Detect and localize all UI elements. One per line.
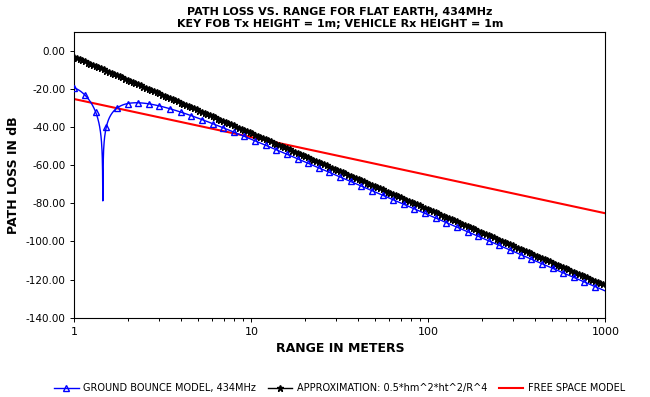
Y-axis label: PATH LOSS IN dB: PATH LOSS IN dB [7,116,20,234]
FREE SPACE MODEL [586,208,593,212]
X-axis label: RANGE IN METERS: RANGE IN METERS [276,342,404,355]
FREE SPACE MODEL [601,211,609,216]
APPROXIMATION: 0.5*hm^2*ht^2/R^4: (816, -119): 0.5*hm^2*ht^2/R^4: (816, -119) [586,276,593,281]
Line: APPROXIMATION: 0.5*hm^2*ht^2/R^4: APPROXIMATION: 0.5*hm^2*ht^2/R^4 [71,53,609,289]
APPROXIMATION: 0.5*hm^2*ht^2/R^4: (1e+03, -123): 0.5*hm^2*ht^2/R^4: (1e+03, -123) [601,283,609,288]
APPROXIMATION: 0.5*hm^2*ht^2/R^4: (23.9, -58.2): 0.5*hm^2*ht^2/R^4: (23.9, -58.2) [315,160,322,164]
Line: FREE SPACE MODEL: FREE SPACE MODEL [74,99,605,213]
APPROXIMATION: 0.5*hm^2*ht^2/R^4: (230, -97.5): 0.5*hm^2*ht^2/R^4: (230, -97.5) [489,234,497,239]
GROUND BOUNCE MODEL, 434MHz [601,289,609,293]
FREE SPACE MODEL [586,208,594,212]
FREE SPACE MODEL [70,97,78,102]
Legend: GROUND BOUNCE MODEL, 434MHz, APPROXIMATION: 0.5*hm^2*ht^2/R^4, FREE SPACE MODEL: GROUND BOUNCE MODEL, 434MHz, APPROXIMATI… [50,380,629,397]
APPROXIMATION: 0.5*hm^2*ht^2/R^4: (818, -120): 0.5*hm^2*ht^2/R^4: (818, -120) [586,276,594,281]
GROUND BOUNCE MODEL, 434MHz [315,165,322,170]
FREE SPACE MODEL [329,152,337,157]
GROUND BOUNCE MODEL, 434MHz [329,172,337,176]
FREE SPACE MODEL [489,187,497,191]
FREE SPACE MODEL [98,102,105,107]
GROUND BOUNCE MODEL, 434MHz [70,85,78,90]
GROUND BOUNCE MODEL, 434MHz [489,240,497,245]
APPROXIMATION: 0.5*hm^2*ht^2/R^4: (1.42, -9.13): 0.5*hm^2*ht^2/R^4: (1.42, -9.13) [98,66,105,71]
APPROXIMATION: 0.5*hm^2*ht^2/R^4: (28.8, -61.4): 0.5*hm^2*ht^2/R^4: (28.8, -61.4) [329,166,337,170]
Title: PATH LOSS VS. RANGE FOR FLAT EARTH, 434MHz
KEY FOB Tx HEIGHT = 1m; VEHICLE Rx HE: PATH LOSS VS. RANGE FOR FLAT EARTH, 434M… [177,7,503,29]
APPROXIMATION: 0.5*hm^2*ht^2/R^4: (1, -3.01): 0.5*hm^2*ht^2/R^4: (1, -3.01) [70,54,78,59]
GROUND BOUNCE MODEL, 434MHz [586,282,593,287]
FREE SPACE MODEL [315,149,322,154]
GROUND BOUNCE MODEL, 434MHz [586,282,594,287]
Line: GROUND BOUNCE MODEL, 434MHz: GROUND BOUNCE MODEL, 434MHz [72,85,608,294]
GROUND BOUNCE MODEL, 434MHz [98,140,105,145]
